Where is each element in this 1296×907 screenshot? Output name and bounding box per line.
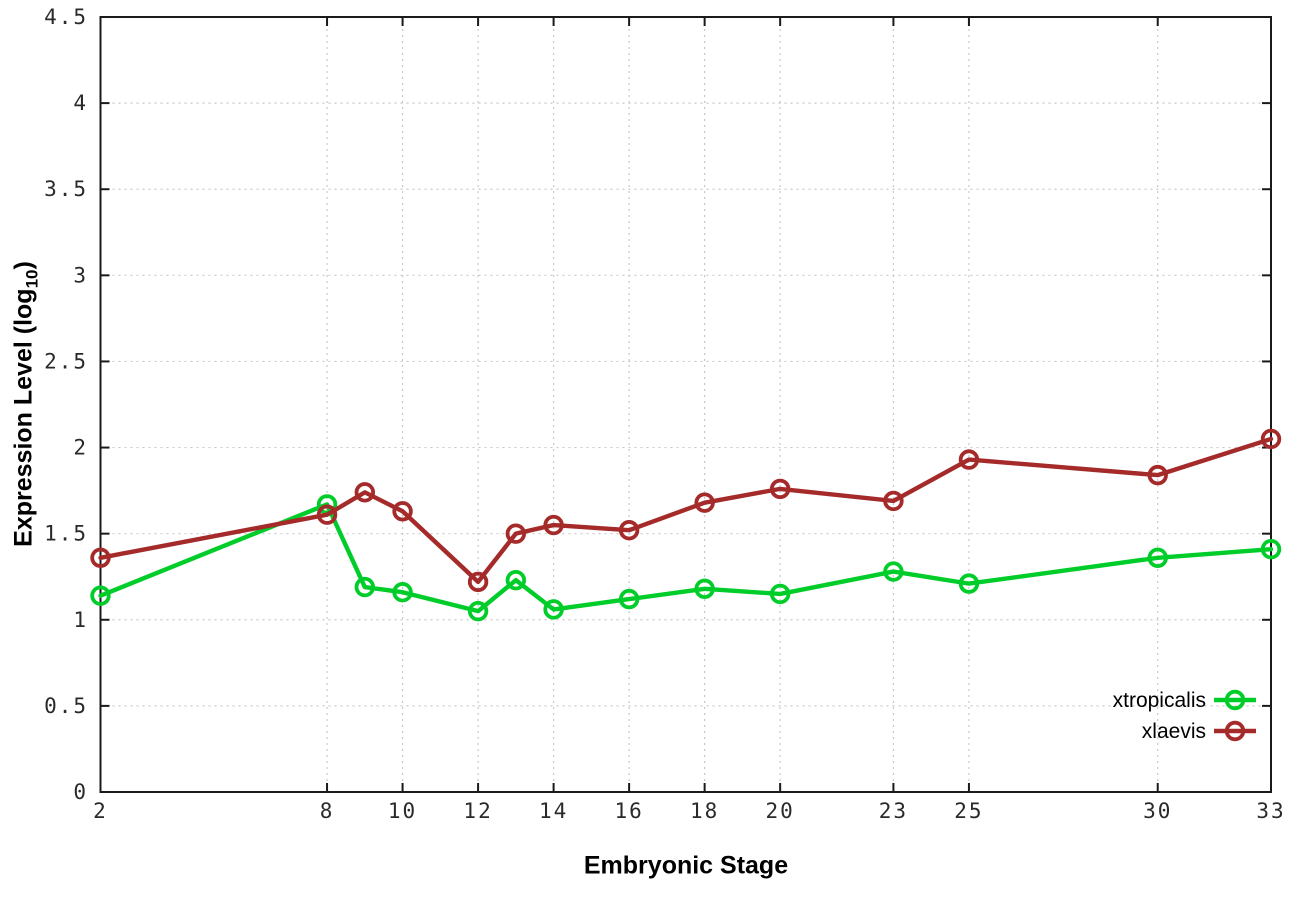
legend-label-xlaevis: xlaevis	[1142, 720, 1206, 743]
y-tick-label: 0.5	[44, 694, 88, 718]
x-tick-label: 16	[614, 799, 643, 823]
legend-sample-marker-xtropicalis	[1224, 689, 1246, 711]
x-tick-label: 10	[388, 799, 417, 823]
data-point-xlaevis	[1147, 464, 1168, 486]
data-point-xlaevis	[392, 501, 413, 522]
data-point-xlaevis	[958, 449, 980, 470]
x-tick-label: 12	[463, 799, 492, 823]
x-tick-label: 20	[765, 799, 794, 823]
y-tick-label: 4.5	[44, 5, 88, 29]
data-point-xlaevis	[505, 523, 527, 544]
x-tick-label: 33	[1256, 799, 1285, 823]
data-point-xlaevis	[1260, 428, 1282, 450]
y-tick-label: 3.5	[44, 177, 88, 201]
data-point-xtropicalis	[467, 600, 489, 622]
data-point-xtropicalis	[958, 573, 980, 594]
data-point-xtropicalis	[618, 588, 640, 610]
x-tick-label: 14	[539, 799, 568, 823]
data-point-xtropicalis	[694, 578, 715, 599]
y-tick-label: 2	[73, 436, 88, 460]
data-point-xlaevis	[316, 504, 338, 525]
x-tick-label: 30	[1143, 799, 1172, 823]
data-point-xtropicalis	[505, 569, 527, 591]
y-tick-label: 1.5	[44, 522, 88, 546]
data-point-xlaevis	[694, 492, 715, 513]
data-point-xtropicalis	[354, 576, 376, 598]
data-point-xlaevis	[618, 520, 640, 541]
y-axis-title-text: Expression Level (log	[9, 288, 38, 547]
data-point-xtropicalis	[1260, 538, 1282, 560]
data-point-xlaevis	[769, 478, 791, 500]
data-point-xlaevis	[90, 547, 111, 568]
y-tick-label: 1	[73, 608, 88, 632]
y-tick-label: 3	[73, 263, 88, 287]
y-tick-label: 2.5	[44, 349, 88, 373]
x-tick-label: 18	[690, 799, 719, 823]
data-point-xlaevis	[467, 571, 489, 593]
data-point-xlaevis	[354, 482, 376, 503]
x-tick-label: 2	[93, 799, 108, 823]
plot-border	[99, 16, 1272, 793]
y-axis-title-suffix: )	[9, 261, 38, 270]
y-axis-title: Expression Level (log10)	[10, 261, 43, 547]
series-line-xlaevis	[98, 436, 1274, 585]
x-tick-label: 8	[320, 799, 335, 823]
x-tick-label: 25	[954, 799, 983, 823]
y-tick-label: 0	[73, 780, 88, 804]
legend-label-xtropicalis: xtropicalis	[1113, 689, 1206, 712]
series-line-xtropicalis	[98, 502, 1274, 614]
x-tick-label: 23	[879, 799, 908, 823]
y-tick-label: 4	[73, 91, 88, 115]
data-point-xtropicalis	[1147, 547, 1168, 568]
y-axis-title-subscript: 10	[22, 269, 42, 289]
data-point-xtropicalis	[883, 561, 904, 582]
data-point-xlaevis	[543, 514, 564, 536]
data-point-xtropicalis	[769, 583, 791, 605]
data-point-xlaevis	[883, 490, 904, 512]
data-point-xtropicalis	[90, 585, 111, 606]
x-axis-title: Embryonic Stage	[583, 851, 789, 880]
data-point-xtropicalis	[543, 599, 564, 620]
data-point-xtropicalis	[392, 582, 413, 603]
legend-sample-marker-xlaevis	[1224, 720, 1246, 742]
